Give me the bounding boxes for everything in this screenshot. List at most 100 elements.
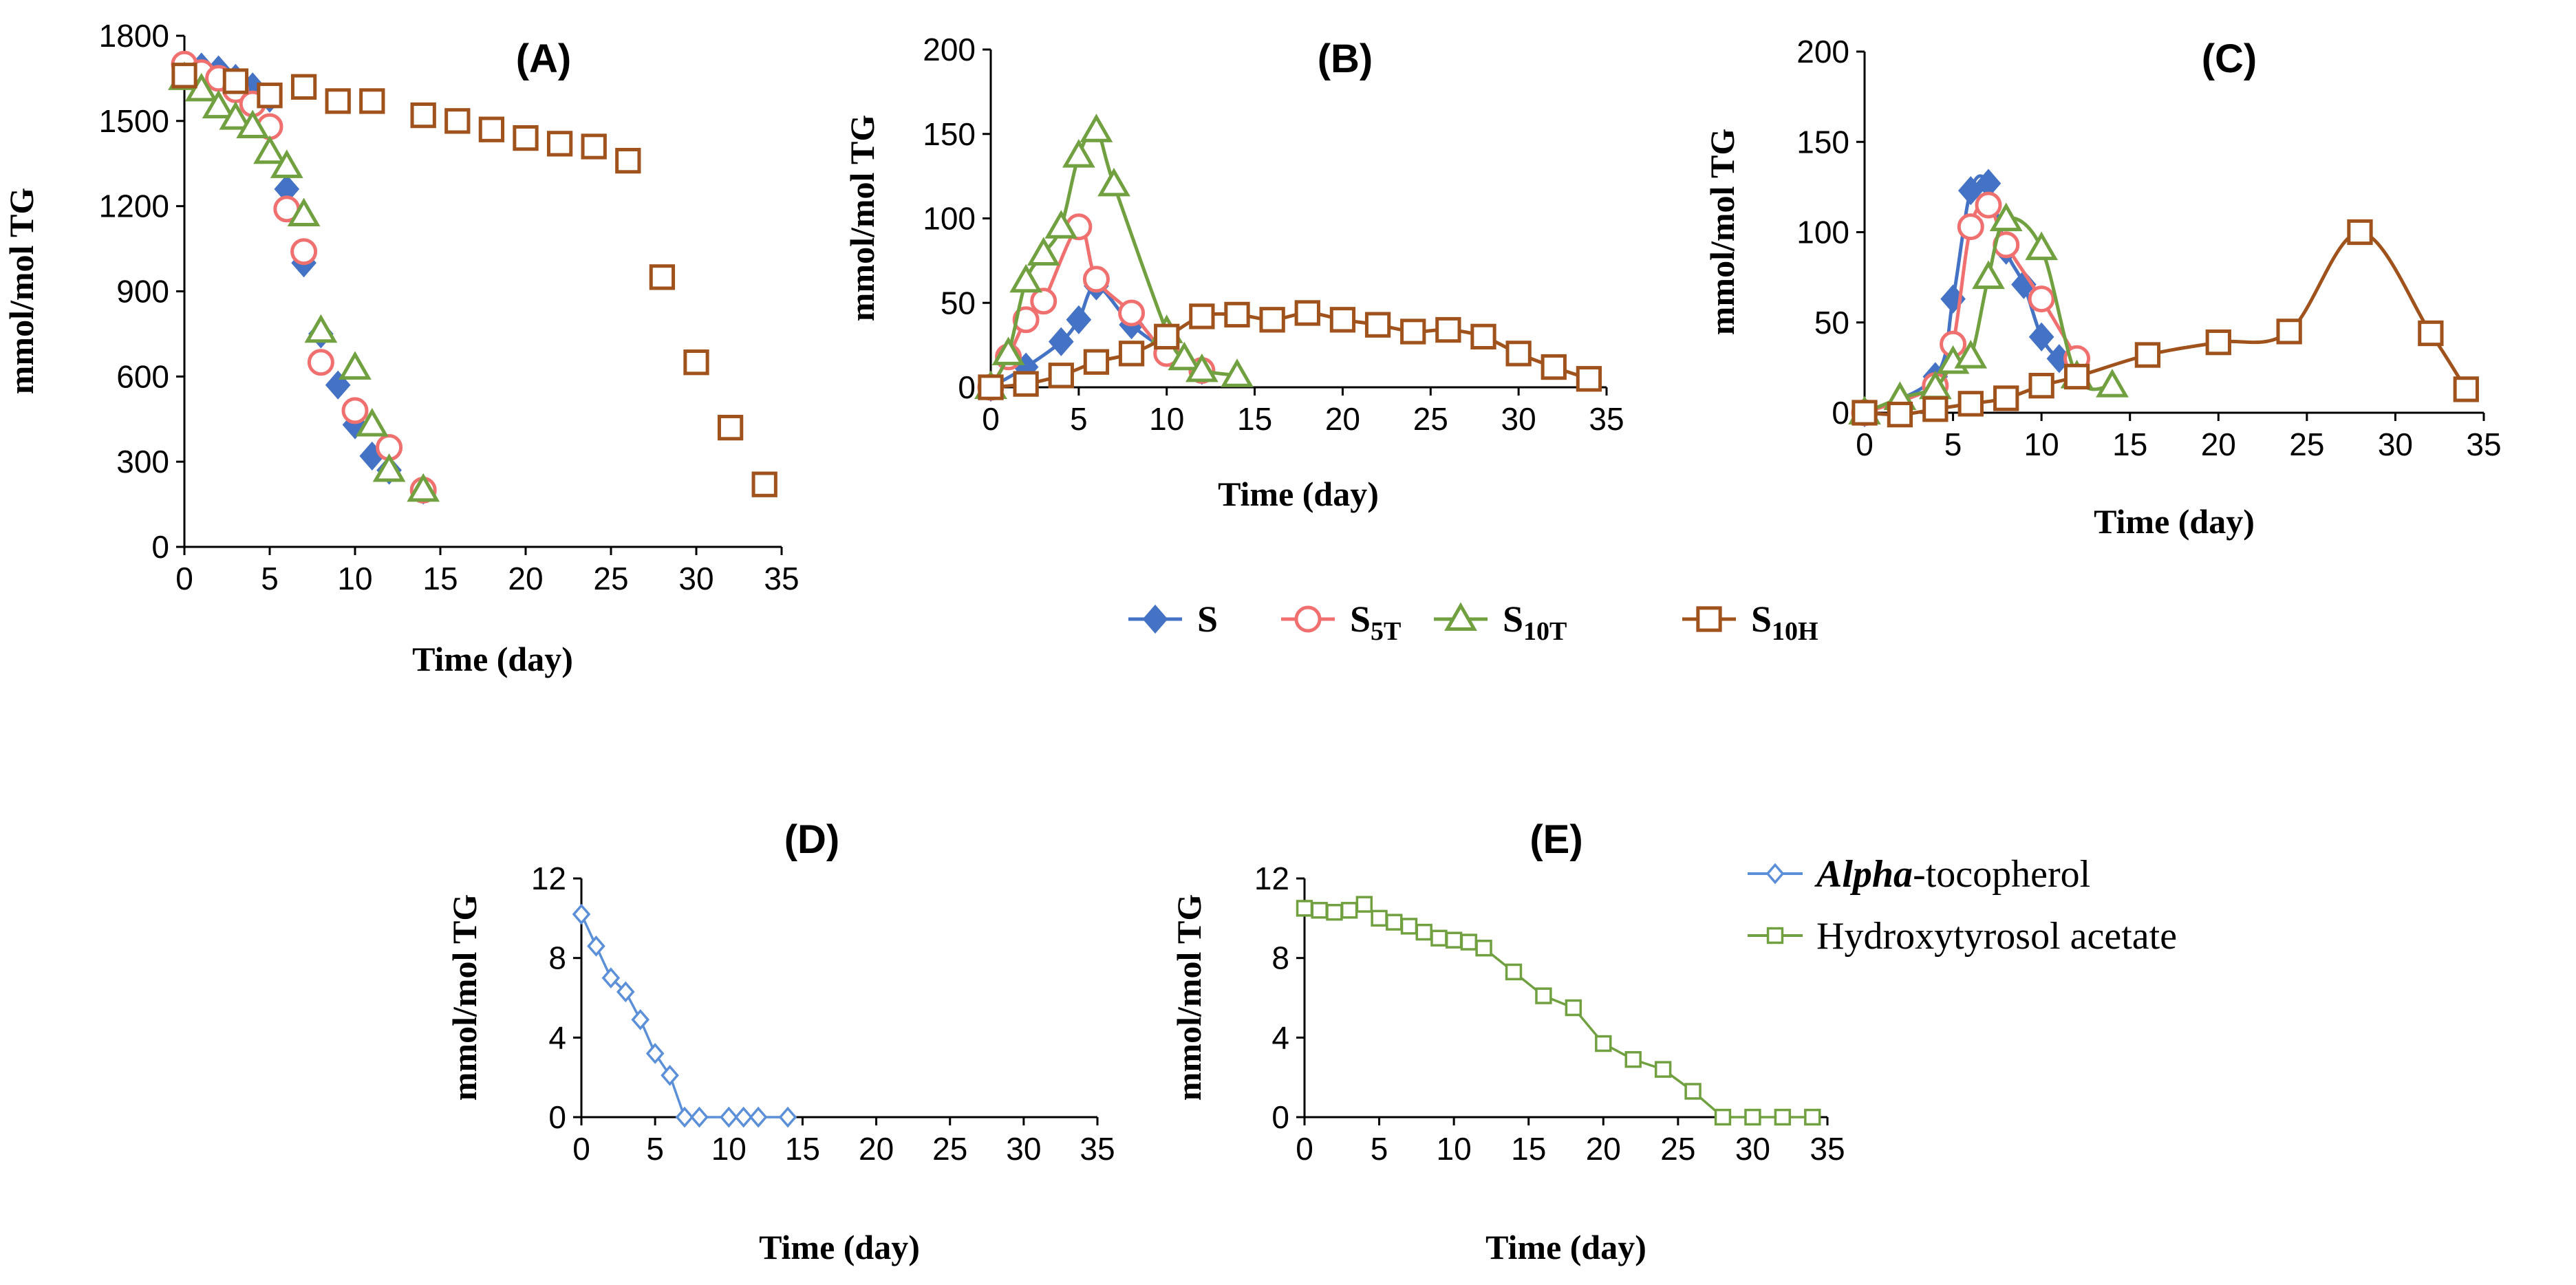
x-tick-label-e: 15 [1511, 1131, 1546, 1167]
data-point-c-s10t [1954, 340, 1988, 369]
x-tick-label-e: 20 [1586, 1131, 1621, 1167]
legend-marker [1142, 604, 1168, 634]
data-point-a-s10t [372, 453, 406, 482]
x-tick-label-e: 0 [1296, 1131, 1313, 1167]
data-point-b-s10t [1062, 139, 1095, 168]
x-tick-label-a: 0 [175, 561, 193, 596]
data-point-e-hydroxytyrosol-acetate [1415, 923, 1432, 941]
data-point-a-s10h [581, 133, 607, 160]
panel-title-e: (E) [1530, 817, 1582, 862]
data-point-b-s5t [1030, 288, 1058, 315]
data-point-a-s10t [236, 109, 270, 139]
y-tick-label-a: 0 [151, 529, 169, 565]
y-tick-label-c: 200 [1796, 34, 1849, 69]
y-tick-label-e: 8 [1271, 940, 1289, 976]
x-tick-label-d: 20 [859, 1131, 894, 1167]
data-point-a-s10h [325, 88, 351, 114]
data-point-e-hydroxytyrosol-acetate [1311, 902, 1328, 919]
data-point-e-hydroxytyrosol-acetate [1654, 1061, 1672, 1078]
y-tick-label-a: 300 [116, 444, 169, 479]
data-point-a-s10t [202, 89, 235, 119]
x-tick-label-c: 0 [1856, 426, 1874, 462]
x-tick-label-b: 30 [1501, 401, 1536, 437]
legend-antiox-label: Hydroxytyrosol acetate [1816, 915, 2177, 958]
data-point-c-s5t [1975, 191, 2002, 219]
data-point-b-s10t [1221, 358, 1254, 387]
data-point-e-hydroxytyrosol-acetate [1340, 902, 1358, 919]
data-point-b-s10h [1154, 323, 1180, 350]
data-point-a-s5t [290, 238, 318, 266]
x-tick-label-c: 35 [2466, 426, 2501, 462]
x-axis-title-b: Time (day) [1218, 475, 1379, 513]
data-point-d-alpha-tocopherol [631, 1008, 650, 1030]
x-tick-label-a: 35 [764, 561, 799, 596]
panel-title-b: (B) [1318, 36, 1373, 81]
data-point-b-s10t [1080, 114, 1113, 142]
x-tick-label-c: 20 [2201, 426, 2236, 462]
data-point-c-s10h [2205, 329, 2231, 356]
data-point-d-alpha-tocopherol [690, 1106, 709, 1128]
y-tick-label-d: 0 [548, 1099, 566, 1135]
y-tick-label-a: 900 [116, 274, 169, 310]
data-point-a-s10t [355, 407, 389, 437]
data-point-d-alpha-tocopherol [749, 1106, 768, 1128]
data-point-b-s10h [1224, 301, 1250, 328]
y-tick-label-b: 0 [958, 369, 976, 405]
data-point-b-s10h [1048, 363, 1074, 389]
data-point-a-s10h [546, 131, 573, 157]
data-point-a-s10h [410, 102, 436, 129]
x-tick-label-c: 10 [2024, 426, 2059, 462]
x-tick-label-e: 35 [1810, 1131, 1845, 1167]
data-point-b-s10h [1364, 312, 1391, 338]
data-point-e-hydroxytyrosol-acetate [1505, 963, 1523, 981]
x-tick-label-d: 10 [711, 1131, 747, 1167]
data-point-a-s10h [222, 68, 249, 94]
y-tick-label-b: 150 [923, 116, 976, 152]
series-line-d-alpha-tocopherol [580, 914, 788, 1119]
data-point-c-s10h [1852, 400, 1878, 426]
data-point-c-s10h [2418, 320, 2444, 347]
data-point-b-s [1066, 305, 1092, 334]
data-point-d-alpha-tocopherol [601, 967, 621, 989]
data-point-a-s10h [751, 471, 777, 497]
legend-antiox-label: Alpha-tocopherol [1814, 853, 2090, 896]
y-tick-label-b: 50 [941, 285, 976, 321]
y-tick-label-d: 4 [548, 1019, 566, 1055]
data-point-b-s10t [1044, 210, 1078, 239]
chart-panel-c: 0 5 10 15 20 25 30 35 0 50 100 150 200 (C) Time (day) m… [1703, 34, 2502, 541]
legend-marker [1294, 605, 1322, 633]
data-point-a-s10t [287, 197, 321, 226]
y-tick-label-a: 1500 [99, 103, 169, 139]
y-tick-label-c: 0 [1832, 395, 1849, 431]
y-axis-title-d: mmol/mol TG [445, 894, 484, 1101]
x-tick-label-a: 10 [337, 561, 372, 596]
legend-marker [1696, 606, 1722, 632]
x-tick-label-c: 25 [2289, 426, 2324, 462]
data-point-c-s10h [2347, 219, 2373, 246]
data-point-d-alpha-tocopherol [661, 1064, 679, 1086]
data-point-c-s10h [2453, 376, 2479, 402]
data-point-b-s10h [978, 374, 1004, 400]
x-tick-label-e: 30 [1735, 1131, 1770, 1167]
data-point-b-s10t [1168, 341, 1201, 371]
data-point-b-s10h [1013, 371, 1039, 397]
data-point-c-s10t [1972, 260, 2005, 290]
data-point-e-hydroxytyrosol-acetate [1774, 1108, 1792, 1126]
x-axis-title-e: Time (day) [1485, 1228, 1646, 1266]
y-tick-label-b: 200 [923, 32, 976, 67]
chart-panel-a: 0 5 10 15 20 25 30 35 0 300 600 900 1200 1500 1800 (A) T… [2, 18, 799, 678]
chart-panel-b: 0 5 10 15 20 25 30 35 0 50 100 150 200 (B) Time (day) m… [843, 32, 1624, 513]
data-point-b-s [1048, 327, 1074, 356]
data-point-e-hydroxytyrosol-acetate [1326, 903, 1343, 921]
data-point-b-s10h [1189, 303, 1215, 330]
x-tick-label-a: 30 [678, 561, 713, 596]
data-point-e-hydroxytyrosol-acetate [1535, 987, 1552, 1004]
x-tick-label-a: 25 [593, 561, 628, 596]
data-point-c-s [2011, 270, 2037, 299]
x-tick-label-d: 5 [646, 1131, 664, 1167]
series-line-e-hydroxytyrosol-acetate [1304, 903, 1813, 1119]
legend-antioxidants: Alpha-tocopherol Hydroxytyrosol acetate [1748, 853, 2177, 958]
y-tick-label-e: 0 [1271, 1099, 1289, 1135]
data-point-a-s10t [339, 351, 372, 380]
